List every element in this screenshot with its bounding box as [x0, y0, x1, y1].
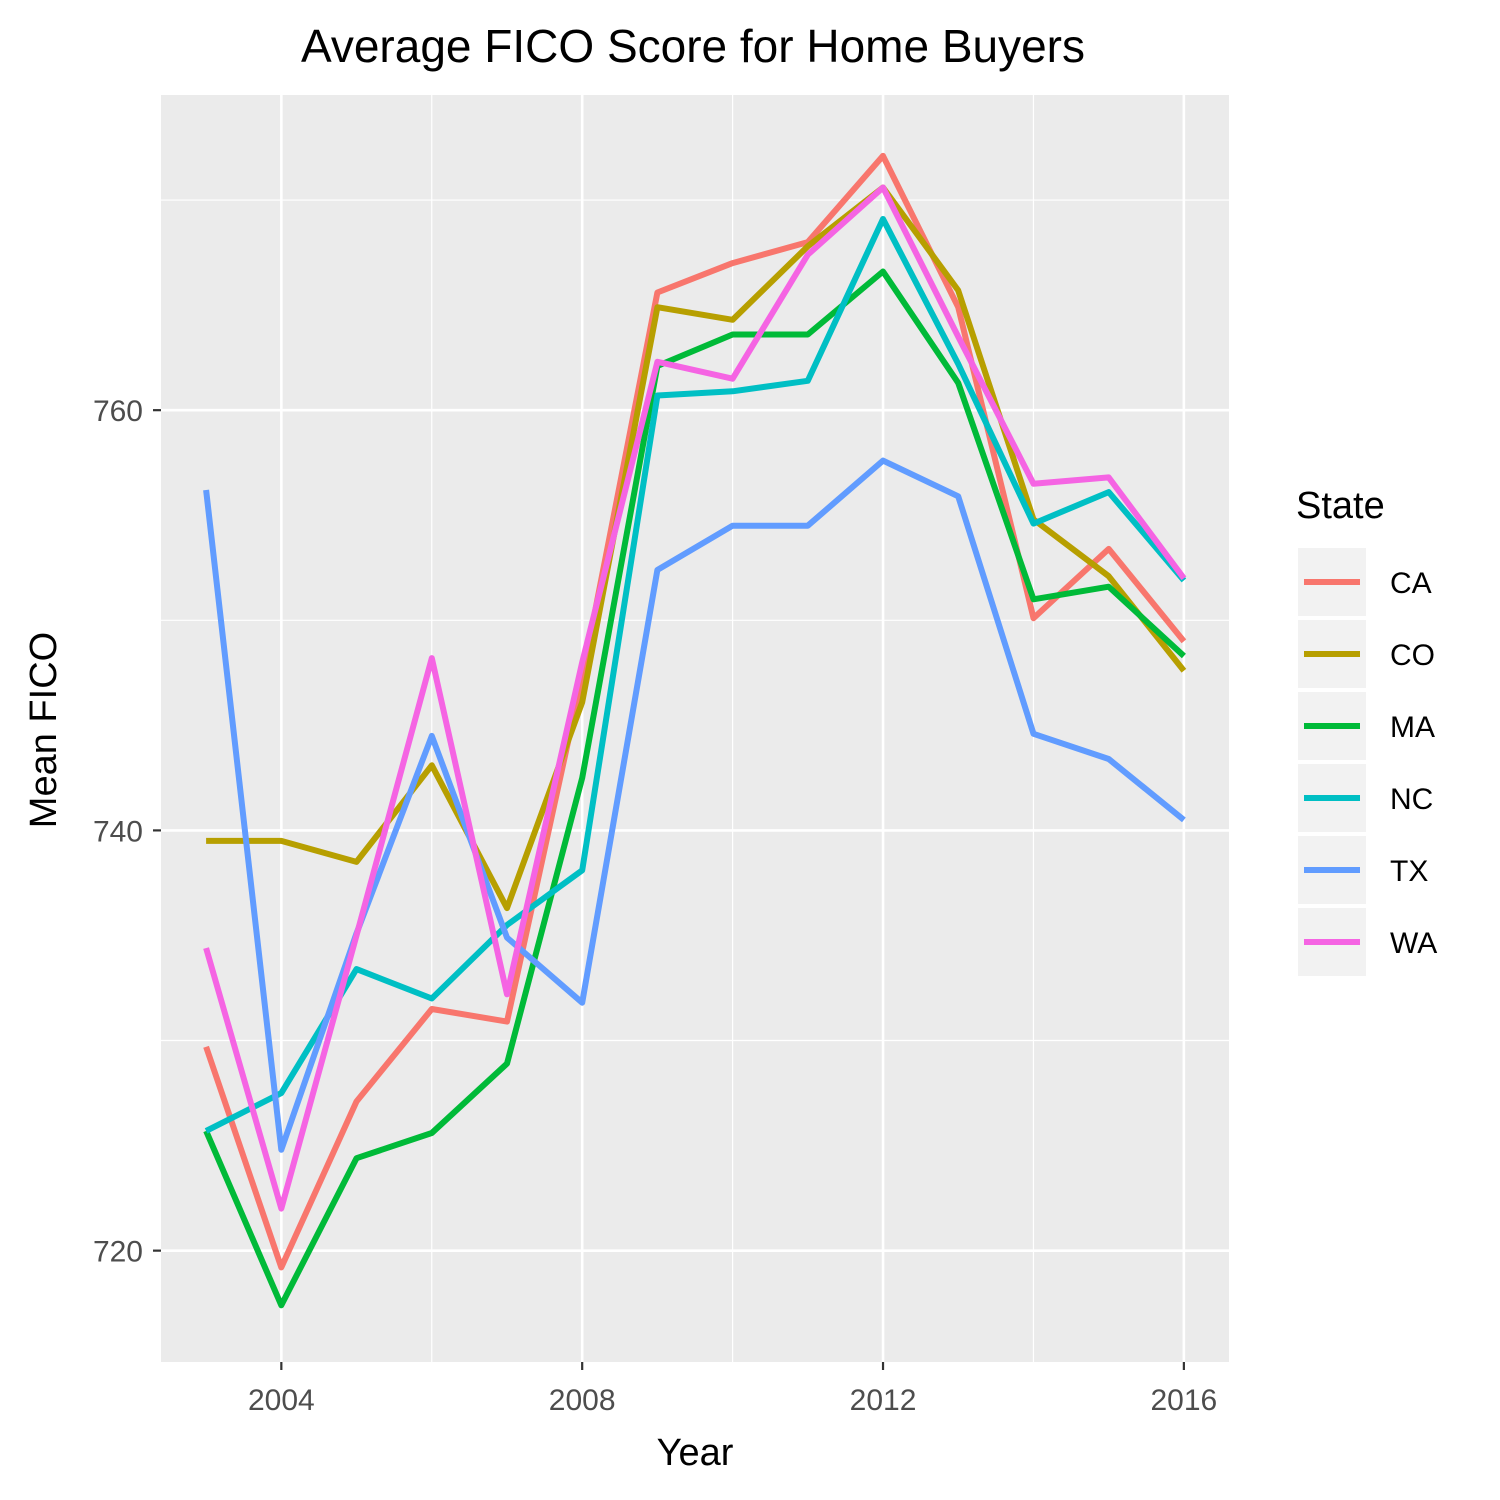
- legend-label: CO: [1390, 639, 1435, 672]
- series-line-co: [206, 184, 1187, 912]
- legend-label: WA: [1390, 927, 1437, 960]
- x-tick-label: 2016: [1150, 1384, 1217, 1417]
- legend-label: MA: [1390, 711, 1435, 744]
- major-gridlines: [161, 95, 1229, 1362]
- series-line-nc: [204, 216, 1187, 1134]
- legend-item-wa: WA: [1298, 908, 1437, 976]
- y-tick-label: 740: [93, 815, 143, 848]
- y-axis-title: Mean FICO: [23, 632, 65, 828]
- chart-title: Average FICO Score for Home Buyers: [301, 20, 1085, 72]
- x-tick-label: 2012: [850, 1384, 917, 1417]
- y-tick-label: 720: [93, 1236, 143, 1269]
- legend-item-nc: NC: [1298, 764, 1433, 832]
- legend-label: NC: [1390, 783, 1433, 816]
- series-lines: [203, 152, 1187, 1309]
- x-axis-tick-labels: 2004 2008 2012 2016: [248, 1384, 1217, 1417]
- y-axis-tick-labels: 720 740 760: [93, 395, 143, 1268]
- series-line-ma: [203, 268, 1186, 1309]
- x-tick-label: 2004: [248, 1384, 315, 1417]
- x-tick-label: 2008: [549, 1384, 616, 1417]
- y-tick-label: 760: [93, 395, 143, 428]
- legend-items: CA CO MA NC TX WA: [1298, 548, 1437, 976]
- legend-item-co: CO: [1298, 620, 1435, 688]
- legend-item-ca: CA: [1298, 548, 1432, 616]
- legend-item-ma: MA: [1298, 692, 1435, 760]
- legend-item-tx: TX: [1298, 836, 1428, 904]
- legend: State CA CO MA NC TX WA: [1296, 485, 1437, 976]
- series-line-wa: [203, 184, 1187, 1212]
- x-axis-title: Year: [657, 1432, 734, 1474]
- axis-ticks: [153, 409, 1185, 1370]
- legend-label: CA: [1390, 567, 1432, 600]
- legend-title: State: [1296, 485, 1385, 527]
- legend-label: TX: [1390, 855, 1428, 888]
- plot-panel: [161, 95, 1229, 1362]
